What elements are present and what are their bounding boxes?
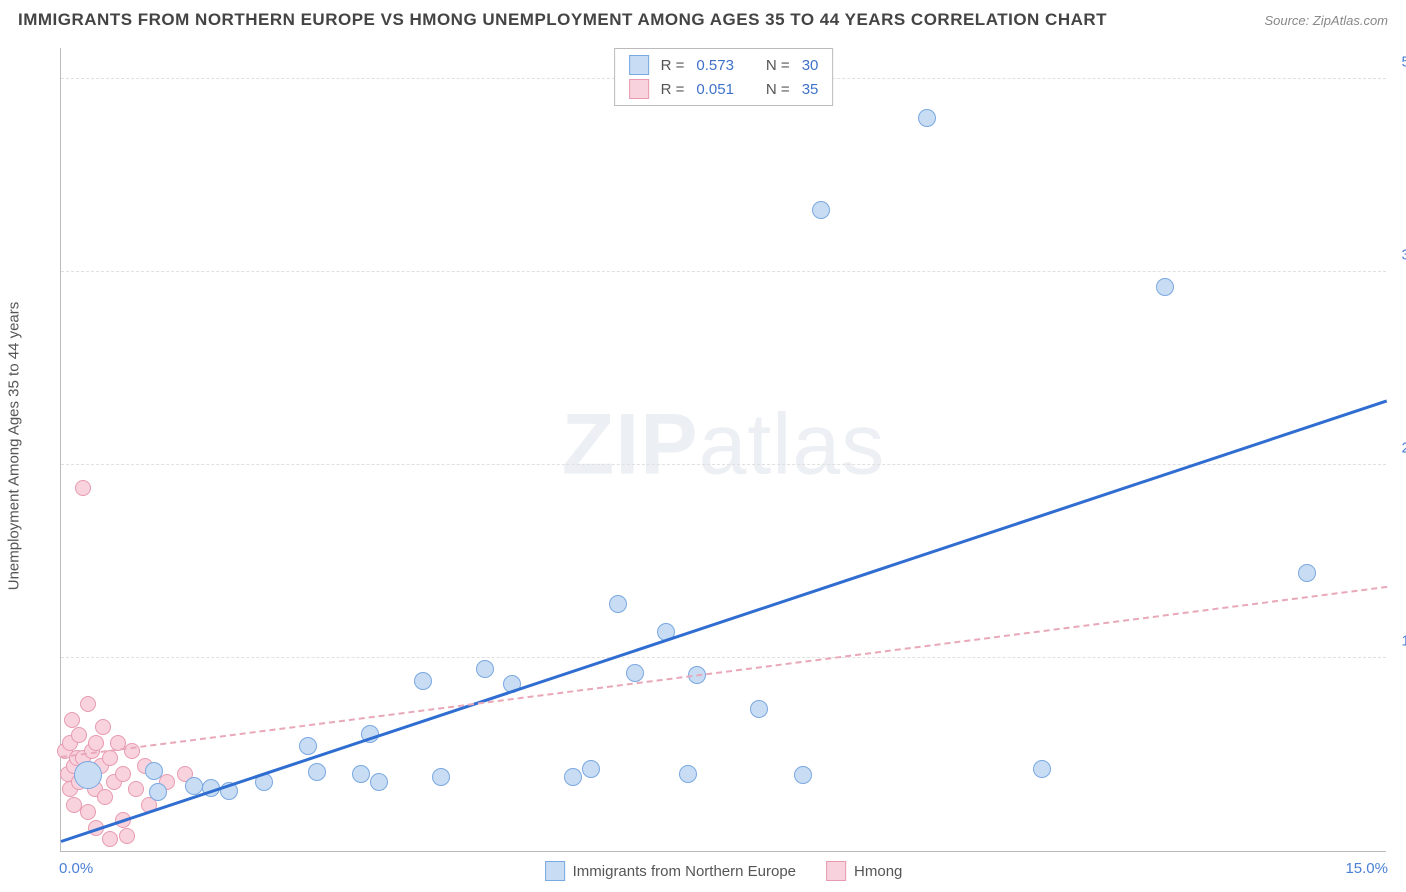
legend-swatch-icon [826,861,846,881]
data-point-a [812,201,830,219]
y-tick-label: 25.0% [1401,439,1406,456]
data-point-a [609,595,627,613]
legend-swatch-icon [629,79,649,99]
data-point-b [124,743,140,759]
data-point-b [97,789,113,805]
data-point-a [918,109,936,127]
stats-r-value: 0.051 [696,81,734,98]
stats-row-a: R = 0.573 N = 30 [629,53,819,77]
gridline [61,657,1386,658]
data-point-a [145,762,163,780]
series-legend-item-b: Hmong [826,861,902,881]
data-point-a [679,765,697,783]
stats-r-value: 0.573 [696,57,734,74]
data-point-a [149,783,167,801]
data-point-a [414,672,432,690]
y-tick-label: 12.5% [1401,632,1406,649]
data-point-b [88,735,104,751]
stats-n-value: 35 [802,81,819,98]
data-point-a [432,768,450,786]
watermark: ZIPatlas [562,395,885,494]
data-point-b [71,727,87,743]
plot-area: ZIPatlas 12.5%25.0%37.5%50.0%0.0%15.0%R … [60,48,1386,852]
stats-n-value: 30 [802,57,819,74]
data-point-a [185,777,203,795]
data-point-a [299,737,317,755]
trend-line-a [61,400,1388,843]
data-point-a [750,700,768,718]
chart-header: IMMIGRANTS FROM NORTHERN EUROPE VS HMONG… [18,10,1388,30]
y-axis-label: Unemployment Among Ages 35 to 44 years [6,302,23,591]
series-legend-item-a: Immigrants from Northern Europe [545,861,796,881]
data-point-b [102,831,118,847]
data-point-a [564,768,582,786]
data-point-a [1298,564,1316,582]
watermark-thin: atlas [699,396,886,492]
data-point-b [95,719,111,735]
y-tick-label: 50.0% [1401,53,1406,70]
data-point-b [115,766,131,782]
watermark-bold: ZIP [562,396,699,492]
x-tick-label: 15.0% [1345,860,1388,877]
data-point-b [119,828,135,844]
data-point-b [80,804,96,820]
data-point-a [308,763,326,781]
data-point-a [1033,760,1051,778]
series-legend: Immigrants from Northern Europe Hmong [545,861,903,881]
stats-r-label: R = [661,81,685,98]
data-point-a [476,660,494,678]
data-point-b [128,781,144,797]
chart-source: Source: ZipAtlas.com [1264,13,1388,28]
legend-swatch-icon [545,861,565,881]
stats-row-b: R = 0.051 N = 35 [629,77,819,101]
data-point-a [370,773,388,791]
stats-legend: R = 0.573 N = 30 R = 0.051 N = 35 [614,48,834,106]
gridline [61,271,1386,272]
data-point-a [794,766,812,784]
plot-container: ZIPatlas 12.5%25.0%37.5%50.0%0.0%15.0%R … [60,48,1386,852]
series-legend-label: Immigrants from Northern Europe [573,863,796,880]
stats-n-label: N = [766,57,790,74]
x-tick-label: 0.0% [59,860,93,877]
data-point-a [1156,278,1174,296]
legend-swatch-icon [629,55,649,75]
trend-line-b [61,586,1387,758]
data-point-b [80,696,96,712]
y-tick-label: 37.5% [1401,246,1406,263]
chart-title: IMMIGRANTS FROM NORTHERN EUROPE VS HMONG… [18,10,1107,30]
stats-n-label: N = [766,81,790,98]
data-point-a [582,760,600,778]
data-point-a [626,664,644,682]
data-point-b [102,750,118,766]
data-point-a [352,765,370,783]
data-point-b [64,712,80,728]
data-point-a [74,761,102,789]
data-point-b [75,480,91,496]
stats-r-label: R = [661,57,685,74]
series-legend-label: Hmong [854,863,902,880]
